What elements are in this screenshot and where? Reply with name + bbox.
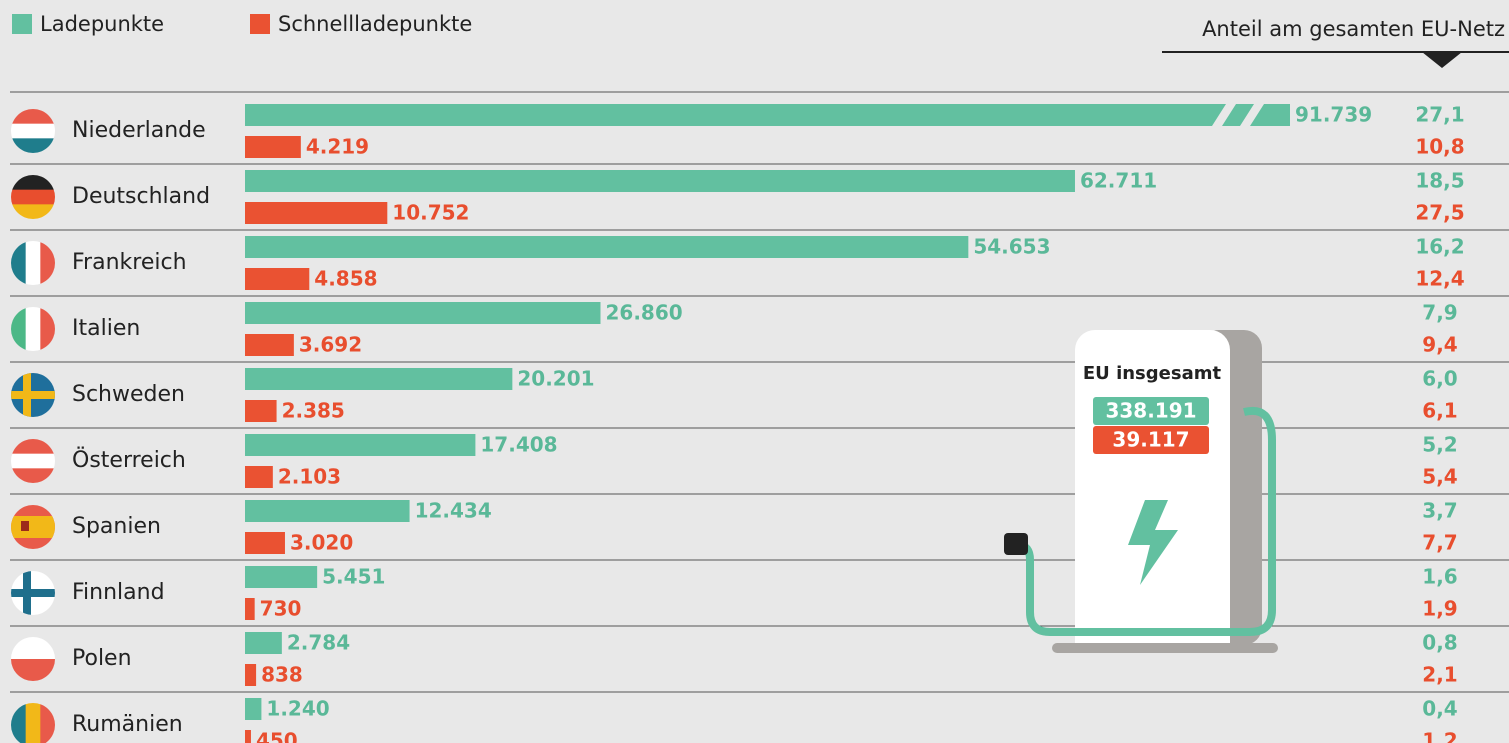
category-label: Deutschland	[72, 184, 210, 209]
bar	[245, 302, 600, 324]
value-label: 54.653	[973, 235, 1050, 259]
share-label: 3,7	[1422, 499, 1457, 523]
flag-stripe	[26, 241, 41, 285]
bar	[245, 268, 309, 290]
bar	[245, 434, 475, 456]
flag-stripe	[26, 703, 41, 743]
share-label: 1,9	[1422, 597, 1457, 621]
page: Anteil am gesamten EU-Netz Ladepunkte Sch…	[0, 0, 1509, 743]
value-label: 1.240	[266, 697, 329, 721]
legend-swatch	[12, 14, 32, 34]
flag-cross	[11, 589, 55, 597]
bar	[245, 500, 410, 522]
value-label: 26.860	[605, 301, 682, 325]
flag-stripe	[11, 659, 55, 671]
value-label: 838	[261, 663, 303, 687]
share-label: 5,2	[1422, 433, 1457, 457]
share-label: 16,2	[1415, 235, 1464, 259]
category-label: Rumänien	[72, 712, 183, 737]
value-label: 20.201	[517, 367, 594, 391]
value-label: 3.692	[299, 333, 362, 357]
flag-cross	[23, 373, 31, 417]
chart: Anteil am gesamten EU-Netz Ladepunkte Sch…	[0, 0, 1509, 743]
bar	[245, 466, 273, 488]
category-label: Schweden	[72, 382, 185, 407]
share-label: 9,4	[1422, 333, 1457, 357]
bar	[245, 400, 277, 422]
flag	[11, 505, 55, 549]
share-label: 27,1	[1415, 103, 1464, 127]
share-label: 12,4	[1415, 267, 1464, 291]
bar	[245, 170, 1075, 192]
flag-stripe	[26, 307, 41, 351]
category-label: Österreich	[72, 447, 186, 473]
share-label: 5,4	[1422, 465, 1457, 489]
flag	[11, 373, 55, 417]
value-label: 3.020	[290, 531, 353, 555]
share-label: 27,5	[1415, 201, 1464, 225]
flag-stripe	[11, 454, 55, 469]
category-label: Finnland	[72, 580, 165, 605]
total-label: 338.191	[1105, 399, 1196, 423]
share-label: 0,8	[1422, 631, 1457, 655]
totals-title: EU insgesamt	[1083, 363, 1222, 384]
legend-label: Schnellladepunkte	[278, 12, 472, 36]
category-label: Niederlande	[72, 118, 206, 143]
flag-stripe	[11, 516, 55, 538]
value-label: 2.385	[282, 399, 345, 423]
value-label: 2.103	[278, 465, 341, 489]
share-label: 0,4	[1422, 697, 1457, 721]
share-label: 1,6	[1422, 565, 1457, 589]
category-label: Polen	[72, 646, 132, 671]
bar	[245, 104, 1290, 126]
value-label: 730	[260, 597, 302, 621]
value-label: 4.858	[314, 267, 377, 291]
bar	[245, 532, 285, 554]
legend-swatch	[250, 14, 270, 34]
category-label: Frankreich	[72, 250, 187, 275]
value-label: 4.219	[306, 135, 369, 159]
flag	[11, 571, 55, 615]
flag-stripe	[11, 648, 55, 660]
flag-stripe	[11, 124, 55, 139]
bar	[245, 664, 256, 686]
value-label: 91.739	[1295, 103, 1372, 127]
value-label: 12.434	[415, 499, 492, 523]
value-label: 17.408	[480, 433, 557, 457]
bar	[245, 698, 261, 720]
share-label: 6,0	[1422, 367, 1457, 391]
bar	[245, 598, 255, 620]
share-label: 6,1	[1422, 399, 1457, 423]
category-label: Spanien	[72, 514, 161, 539]
share-title: Anteil am gesamten EU-Netz	[1202, 17, 1505, 41]
value-label: 5.451	[322, 565, 385, 589]
value-label: 450	[256, 729, 298, 743]
bar	[245, 202, 387, 224]
total-label: 39.117	[1112, 428, 1189, 452]
value-label: 62.711	[1080, 169, 1157, 193]
share-label: 7,7	[1422, 531, 1457, 555]
flag-cross	[23, 571, 31, 615]
bar	[245, 566, 317, 588]
value-label: 2.784	[287, 631, 350, 655]
bar	[245, 730, 251, 743]
share-label: 7,9	[1422, 301, 1457, 325]
bar	[245, 236, 968, 258]
flag-cross	[11, 391, 55, 399]
value-label: 10.752	[392, 201, 469, 225]
share-label: 1,2	[1422, 729, 1457, 743]
flag-emblem	[21, 521, 29, 531]
bar	[245, 632, 282, 654]
flag-stripe	[11, 190, 55, 205]
share-label: 10,8	[1415, 135, 1464, 159]
bar	[245, 334, 294, 356]
share-label: 2,1	[1422, 663, 1457, 687]
bar	[245, 368, 512, 390]
legend-label: Ladepunkte	[40, 12, 164, 36]
share-label: 18,5	[1415, 169, 1464, 193]
bar	[245, 136, 301, 158]
category-label: Italien	[72, 316, 140, 341]
